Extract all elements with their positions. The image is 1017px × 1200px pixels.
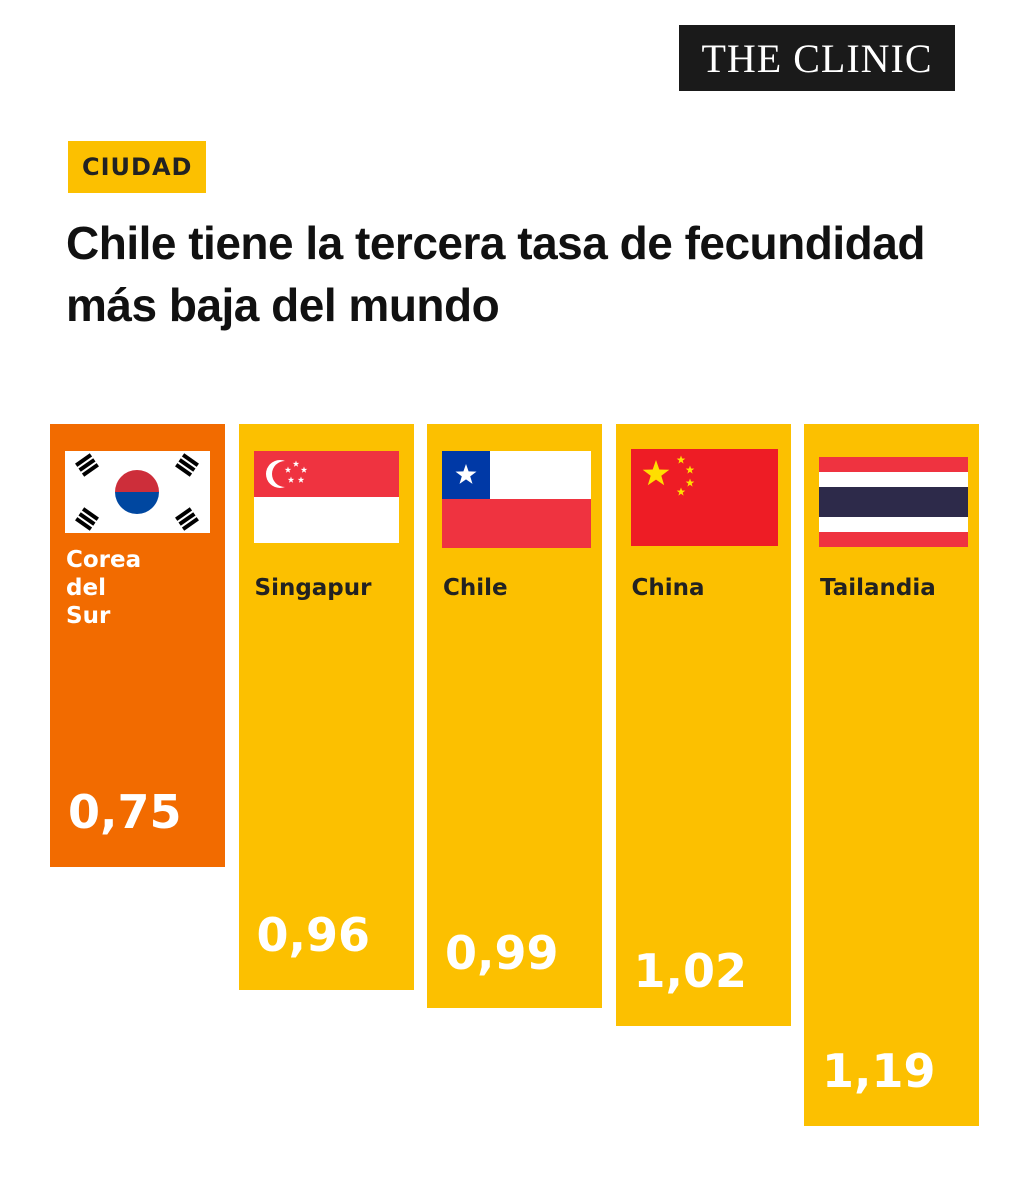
flag-stripe [819, 457, 968, 472]
flag-star [292, 460, 299, 467]
flag-star [455, 464, 477, 484]
bar: Chile 0,99 [427, 424, 602, 1009]
value-label: 1,02 [633, 943, 748, 998]
category-label: Corea del Sur [66, 547, 142, 629]
flag-red [442, 499, 591, 548]
flag-star [287, 476, 294, 483]
flag-trigram [178, 458, 196, 472]
flag-trigram [175, 507, 193, 521]
flag-stripe [819, 517, 968, 532]
flag-stripe [819, 472, 968, 487]
section-tag: CIUDAD [68, 141, 207, 193]
flag-stripe [819, 487, 968, 517]
flag-taeguk-blue [115, 492, 159, 514]
value-label: 0,99 [445, 926, 559, 981]
headline: Chile tiene la tercera tasa de fecundida… [66, 217, 925, 331]
flag-trigram [181, 517, 199, 531]
flag-trigram [75, 453, 93, 467]
flag-red [630, 449, 778, 546]
flag-star [676, 487, 685, 496]
category-label: Singapur [254, 575, 372, 601]
flag-trigram [175, 463, 193, 477]
flag-stripe [819, 532, 968, 547]
flag-trigram [78, 512, 96, 526]
flag-trigram [178, 512, 196, 526]
flag-trigram [75, 517, 93, 531]
flag-trigram [181, 453, 199, 467]
flag-trigram [81, 463, 99, 477]
flag-star [300, 466, 307, 473]
value-label: 0,96 [256, 908, 371, 963]
category-label: Chile [443, 575, 508, 601]
flag-moon-cut [271, 461, 298, 487]
flag [630, 449, 778, 546]
value-label: 1,19 [822, 1044, 936, 1099]
flag-trigram [78, 458, 96, 472]
flag-white [253, 497, 399, 543]
flag [65, 451, 210, 533]
category-label: Tailandia [820, 575, 936, 601]
flag-star [642, 460, 669, 486]
flag-star [685, 465, 694, 474]
bar: Tailandia 1,19 [804, 424, 979, 1127]
brand-logo: THE CLINIC [679, 25, 955, 91]
flag-trigram [81, 507, 99, 521]
flag [253, 451, 399, 543]
bar: Singapur 0,96 [238, 424, 414, 991]
bar: China 1,02 [615, 424, 791, 1026]
bar: Corea del Sur 0,75 [50, 424, 225, 867]
value-label: 0,75 [68, 784, 182, 839]
flag [819, 457, 968, 547]
flag-star [297, 476, 304, 483]
flag-star [284, 466, 291, 473]
flag-star [676, 455, 685, 464]
flag-star [685, 478, 694, 487]
flag [442, 451, 591, 548]
flag-taeguk-red [115, 470, 159, 492]
category-label: China [631, 575, 705, 601]
